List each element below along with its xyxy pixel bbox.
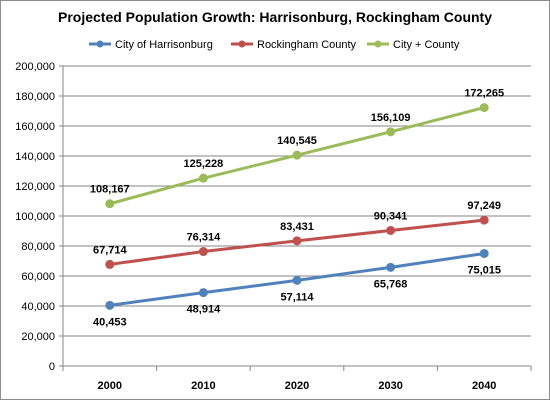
data-point — [386, 262, 396, 272]
data-label: 97,249 — [467, 200, 501, 212]
data-point — [386, 127, 396, 137]
data-label: 140,545 — [277, 135, 317, 147]
legend-label: Rockingham County — [257, 39, 357, 51]
data-label: 156,109 — [371, 112, 411, 124]
y-tick-label: 80,000 — [21, 241, 55, 253]
data-point — [105, 199, 115, 209]
data-point — [386, 225, 396, 235]
legend-item-1: City of Harrisonburg — [89, 39, 213, 51]
legend-label: City of Harrisonburg — [115, 39, 213, 51]
data-label: 125,228 — [184, 158, 224, 170]
y-tick-label: 180,000 — [15, 91, 55, 103]
data-point — [479, 103, 489, 113]
legend: City of Harrisonburg Rockingham County Cit… — [89, 39, 460, 51]
y-tick-label: 20,000 — [21, 331, 55, 343]
data-point — [292, 236, 302, 246]
x-tick-label: 2030 — [378, 380, 402, 392]
series-3: 108,167 125,228 140,545 156,109 172,265 — [90, 88, 504, 209]
data-label: 172,265 — [464, 88, 504, 100]
y-tick-label: 120,000 — [15, 181, 55, 193]
y-tick-label: 40,000 — [21, 301, 55, 313]
legend-item-2: Rockingham County — [231, 39, 357, 51]
legend-swatch-marker — [238, 40, 246, 48]
y-tick-label: 100,000 — [15, 211, 55, 223]
y-tick-label: 160,000 — [15, 121, 55, 133]
y-tick-label: 140,000 — [15, 151, 55, 163]
data-point — [105, 259, 115, 269]
data-point — [479, 215, 489, 225]
legend-item-3: City + County — [367, 39, 460, 51]
data-label: 65,768 — [374, 278, 408, 290]
data-label: 57,114 — [280, 291, 314, 303]
data-label: 75,015 — [467, 264, 501, 276]
x-tick-label: 2020 — [285, 380, 309, 392]
data-point — [198, 173, 208, 183]
y-tick-label: 60,000 — [21, 271, 55, 283]
legend-label: City + County — [393, 39, 460, 51]
legend-swatch-marker — [374, 40, 382, 48]
x-tick-label: 2000 — [98, 380, 122, 392]
x-tick-label: 2010 — [191, 380, 215, 392]
data-point — [292, 275, 302, 285]
data-label: 83,431 — [280, 221, 314, 233]
data-point — [292, 150, 302, 160]
data-label: 76,314 — [187, 232, 222, 244]
series-2: 67,714 76,314 83,431 90,341 97,249 — [93, 200, 501, 269]
x-tick-label: 2040 — [472, 380, 496, 392]
data-point — [198, 288, 208, 298]
series-layer: 40,453 48,914 57,114 65,768 75,015 67,714 76,3… — [90, 88, 504, 329]
legend-swatch-marker — [96, 40, 104, 48]
data-label: 48,914 — [187, 304, 222, 316]
data-point — [105, 300, 115, 310]
data-label: 40,453 — [93, 316, 127, 328]
chart-title: Projected Population Growth: Harrisonbur… — [58, 9, 492, 25]
data-label: 67,714 — [93, 244, 128, 256]
series-1: 40,453 48,914 57,114 65,768 75,015 — [93, 248, 501, 328]
y-tick-label: 200,000 — [15, 61, 55, 73]
data-label: 108,167 — [90, 184, 130, 196]
axes: 0 20,000 40,000 60,000 80,000 100,000 120,000 1… — [15, 61, 532, 392]
data-label: 90,341 — [374, 210, 408, 222]
data-point — [198, 247, 208, 257]
y-tick-label: 0 — [49, 361, 55, 373]
data-point — [479, 248, 489, 258]
